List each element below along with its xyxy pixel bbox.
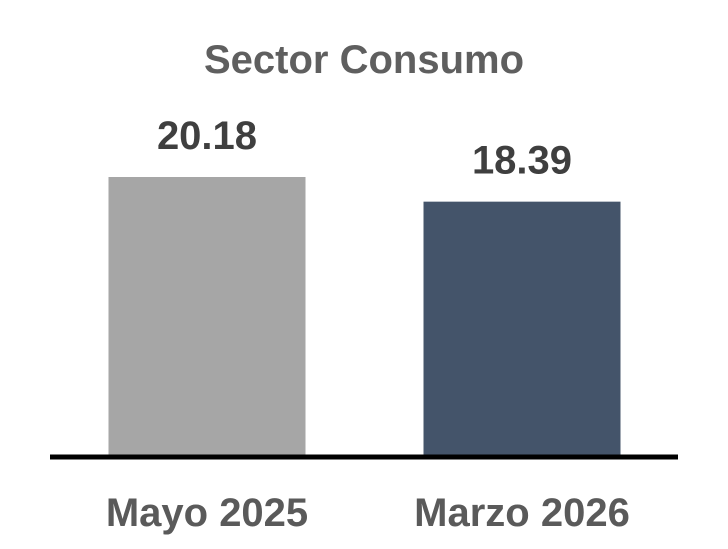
category-label-1: Marzo 2026 — [414, 491, 630, 535]
bar-0 — [108, 177, 306, 455]
bar-value-label-0: 20.18 — [157, 114, 257, 158]
bars-group: 20.18 Mayo 2025 18.39 Marzo 2026 — [106, 114, 630, 535]
bar-value-label-1: 18.39 — [472, 139, 572, 183]
chart-title: Sector Consumo — [203, 38, 525, 82]
bar-1 — [423, 201, 621, 455]
category-label-0: Mayo 2025 — [106, 491, 308, 535]
